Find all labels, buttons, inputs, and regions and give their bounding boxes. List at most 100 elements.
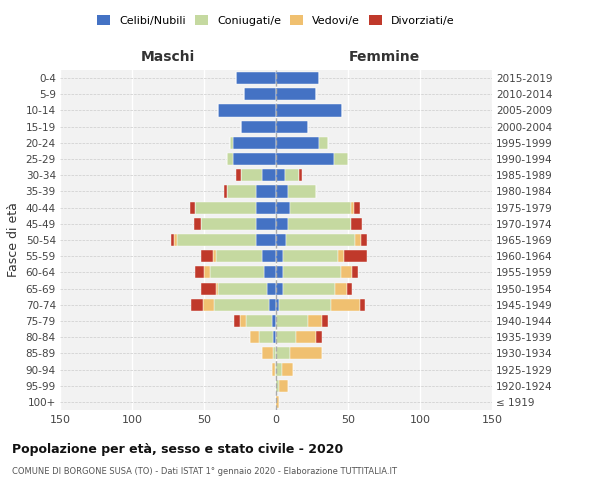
- Bar: [276, 234, 286, 246]
- Bar: [256, 186, 276, 198]
- Bar: [203, 298, 214, 311]
- Bar: [290, 202, 351, 213]
- Bar: [227, 153, 233, 165]
- Bar: [233, 137, 276, 149]
- Bar: [276, 202, 290, 213]
- Bar: [240, 315, 246, 327]
- Bar: [322, 315, 328, 327]
- Bar: [286, 234, 355, 246]
- Bar: [308, 315, 322, 327]
- Bar: [201, 250, 212, 262]
- Bar: [276, 186, 287, 198]
- Bar: [282, 364, 293, 376]
- Bar: [204, 266, 210, 278]
- Bar: [256, 234, 276, 246]
- Bar: [276, 218, 287, 230]
- Y-axis label: Fasce di età: Fasce di età: [7, 202, 20, 278]
- Bar: [331, 298, 359, 311]
- Bar: [276, 88, 316, 101]
- Bar: [269, 298, 276, 311]
- Bar: [230, 137, 233, 149]
- Bar: [335, 282, 347, 294]
- Bar: [262, 169, 276, 181]
- Bar: [171, 234, 174, 246]
- Bar: [272, 364, 275, 376]
- Bar: [196, 202, 256, 213]
- Bar: [296, 331, 316, 343]
- Bar: [283, 250, 338, 262]
- Bar: [246, 315, 272, 327]
- Bar: [276, 380, 279, 392]
- Bar: [236, 169, 241, 181]
- Bar: [273, 331, 276, 343]
- Bar: [273, 348, 276, 360]
- Bar: [275, 364, 276, 376]
- Bar: [338, 250, 344, 262]
- Bar: [276, 137, 319, 149]
- Bar: [351, 218, 362, 230]
- Bar: [351, 202, 354, 213]
- Bar: [201, 218, 256, 230]
- Bar: [354, 202, 359, 213]
- Bar: [256, 218, 276, 230]
- Bar: [259, 331, 273, 343]
- Bar: [276, 396, 279, 408]
- Bar: [344, 250, 367, 262]
- Bar: [299, 169, 302, 181]
- Bar: [215, 282, 218, 294]
- Bar: [224, 186, 227, 198]
- Bar: [190, 202, 196, 213]
- Bar: [233, 153, 276, 165]
- Bar: [361, 234, 367, 246]
- Bar: [215, 250, 262, 262]
- Bar: [283, 266, 341, 278]
- Bar: [287, 186, 316, 198]
- Bar: [359, 298, 365, 311]
- Bar: [218, 104, 276, 117]
- Bar: [319, 137, 328, 149]
- Bar: [276, 153, 334, 165]
- Legend: Celibi/Nubili, Coniugati/e, Vedovi/e, Divorziati/e: Celibi/Nubili, Coniugati/e, Vedovi/e, Di…: [93, 10, 459, 30]
- Text: COMUNE DI BORGONE SUSA (TO) - Dati ISTAT 1° gennaio 2020 - Elaborazione TUTTITAL: COMUNE DI BORGONE SUSA (TO) - Dati ISTAT…: [12, 468, 397, 476]
- Bar: [272, 315, 276, 327]
- Bar: [276, 104, 342, 117]
- Bar: [210, 266, 265, 278]
- Bar: [276, 298, 279, 311]
- Bar: [262, 348, 273, 360]
- Bar: [241, 120, 276, 132]
- Bar: [244, 88, 276, 101]
- Bar: [276, 250, 283, 262]
- Bar: [196, 266, 204, 278]
- Bar: [276, 282, 283, 294]
- Bar: [284, 169, 299, 181]
- Bar: [214, 298, 269, 311]
- Text: Popolazione per età, sesso e stato civile - 2020: Popolazione per età, sesso e stato civil…: [12, 442, 343, 456]
- Bar: [250, 331, 259, 343]
- Bar: [352, 266, 358, 278]
- Bar: [212, 250, 215, 262]
- Bar: [276, 120, 308, 132]
- Bar: [236, 72, 276, 84]
- Text: Maschi: Maschi: [141, 50, 195, 64]
- Bar: [234, 315, 240, 327]
- Bar: [276, 348, 290, 360]
- Bar: [276, 364, 282, 376]
- Text: Femmine: Femmine: [349, 50, 419, 64]
- Bar: [283, 282, 335, 294]
- Bar: [227, 186, 256, 198]
- Bar: [176, 234, 256, 246]
- Bar: [262, 250, 276, 262]
- Bar: [276, 169, 284, 181]
- Bar: [241, 169, 262, 181]
- Bar: [174, 234, 176, 246]
- Bar: [276, 331, 296, 343]
- Bar: [279, 380, 287, 392]
- Bar: [191, 298, 203, 311]
- Bar: [276, 72, 319, 84]
- Bar: [334, 153, 348, 165]
- Bar: [268, 282, 276, 294]
- Bar: [341, 266, 352, 278]
- Bar: [276, 266, 283, 278]
- Bar: [347, 282, 352, 294]
- Bar: [201, 282, 215, 294]
